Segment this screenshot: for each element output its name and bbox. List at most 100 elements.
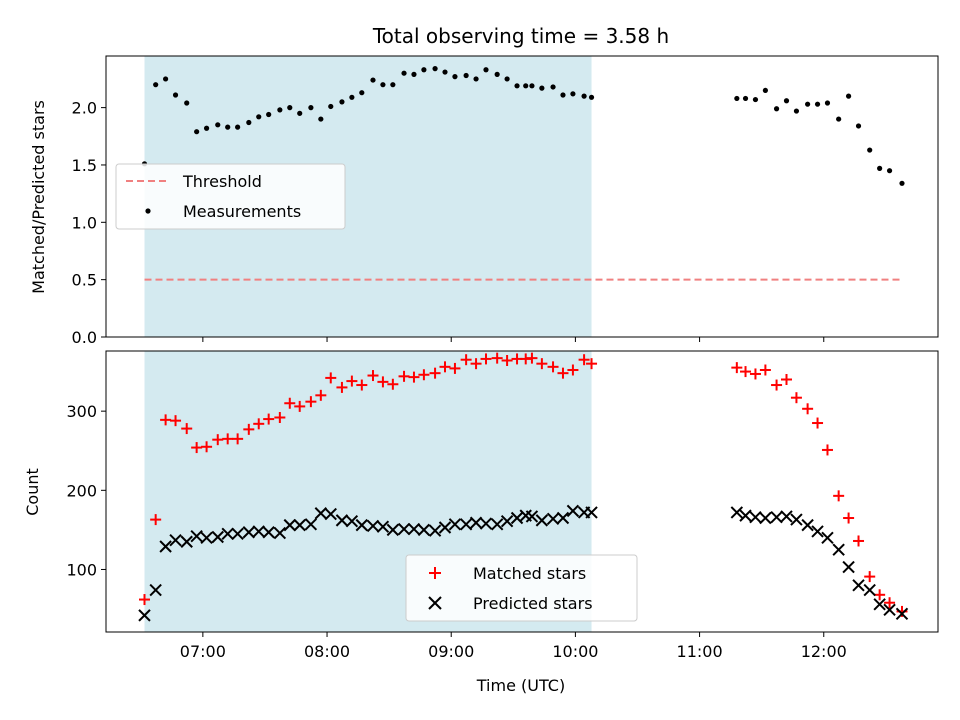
- measurement-point: [266, 111, 272, 118]
- predicted-star-point: [469, 516, 483, 529]
- measurement-point: [380, 82, 386, 88]
- measurement-point: [225, 124, 231, 130]
- matched-star-point: [408, 371, 420, 383]
- measurement-point: [504, 76, 510, 82]
- predicted-legend-label: Predicted stars: [473, 594, 593, 613]
- predicted-star-point: [811, 525, 824, 538]
- matched-star-point: [367, 370, 379, 382]
- predicted-star-point: [510, 511, 524, 525]
- predicted-star-point: [355, 518, 369, 532]
- predicted-star-point: [479, 517, 493, 530]
- predicted-star-point: [821, 531, 834, 545]
- measurement-point: [523, 83, 529, 89]
- matched-star-point: [325, 372, 337, 384]
- predicted-star-point: [386, 523, 400, 537]
- predicted-star-point: [221, 527, 234, 541]
- predicted-star-point: [535, 514, 549, 527]
- bottom-legend: Matched stars Predicted stars: [405, 554, 638, 622]
- y-tick-label: 0.0: [72, 328, 97, 347]
- matched-star-point: [398, 370, 410, 382]
- matched-star-point: [802, 403, 814, 415]
- measurement-point: [762, 87, 768, 94]
- predicted-star-point: [546, 512, 560, 526]
- top-legend: Threshold Measurements: [115, 163, 346, 230]
- measurement-point: [359, 90, 365, 96]
- y-tick-label: 200: [66, 481, 97, 500]
- bottom-panel: 100 200 300 07:00 08:00 09:00 10:00 11:00 12:00…: [23, 350, 939, 695]
- measurement-point: [773, 106, 780, 112]
- predicted-star-point: [585, 506, 598, 519]
- matched-star-point: [884, 597, 896, 609]
- x-axis-label: Time (UTC): [476, 676, 565, 695]
- matched-star-point: [222, 433, 234, 445]
- measurement-point: [297, 110, 303, 116]
- measurement-point: [339, 99, 345, 105]
- measurement-point: [734, 95, 740, 102]
- matched-star-point: [253, 418, 265, 430]
- predicted-star-point: [159, 540, 172, 553]
- predicted-star-point: [448, 518, 462, 531]
- predicted-star-point: [138, 609, 151, 622]
- matched-star-point: [586, 358, 598, 370]
- measurement-point: [514, 83, 520, 89]
- predicted-star-point: [500, 514, 514, 528]
- x-tick-label: 09:00: [428, 642, 474, 661]
- predicted-star-point: [863, 583, 876, 597]
- measurement-point: [824, 100, 831, 106]
- matched-star-point: [418, 369, 430, 381]
- matched-star-point: [201, 441, 213, 453]
- measurement-point: [877, 165, 883, 171]
- measurement-point: [560, 92, 566, 98]
- bottom-y-axis-label: Count: [23, 468, 42, 516]
- predicted-star-point: [242, 526, 256, 539]
- predicted-star-point: [283, 518, 296, 532]
- measurement-point: [886, 168, 893, 174]
- matched-star-point: [526, 352, 538, 364]
- top-panel: 0.00.51.01.52.0 Matched/Predicted stars …: [29, 55, 939, 347]
- matched-star-point: [833, 490, 845, 502]
- matched-star-point: [274, 411, 286, 423]
- measurement-point: [287, 105, 293, 111]
- matched-star-point: [284, 397, 296, 409]
- bottom-legend-box: [405, 554, 638, 622]
- predicted-star-point: [169, 533, 182, 547]
- predicted-star-point: [211, 530, 224, 544]
- matched-star-point: [449, 362, 461, 374]
- bottom-plot-frame: [105, 350, 939, 633]
- measurement-point: [539, 85, 545, 91]
- matched-star-point: [821, 444, 833, 456]
- predicted-star-point: [730, 506, 744, 519]
- predicted-star-point: [304, 518, 318, 531]
- measurement-point: [163, 76, 169, 82]
- matched-star-point: [874, 589, 886, 601]
- chart-title: Total observing time = 3.58 h: [372, 24, 669, 48]
- measurements-legend-swatch: [145, 208, 151, 214]
- matched-star-point: [470, 358, 482, 370]
- matched-star-point: [181, 423, 193, 435]
- predicted-star-point: [883, 603, 896, 617]
- predicted-star-point: [397, 522, 411, 536]
- predicted-star-point: [180, 535, 193, 548]
- measurement-point: [473, 76, 479, 82]
- matched-star-point: [731, 362, 743, 374]
- matched-star-point: [843, 512, 855, 524]
- measurement-point: [867, 147, 873, 153]
- measurement-point: [401, 70, 407, 76]
- y-tick-label: 0.5: [72, 271, 97, 290]
- predicted-star-point: [438, 521, 452, 534]
- measurement-point: [194, 129, 200, 135]
- predicted-star-point: [273, 526, 287, 540]
- measurement-point: [899, 180, 905, 186]
- matched-star-point: [346, 375, 358, 387]
- measurement-point: [277, 107, 283, 113]
- predicted-star-point: [262, 526, 275, 539]
- measurement-point: [845, 93, 852, 99]
- predicted-star-point: [190, 530, 203, 543]
- matched-star-point: [160, 414, 172, 426]
- matched-star-point: [896, 605, 908, 617]
- matched-star-point: [138, 594, 150, 606]
- measurement-point: [570, 91, 576, 97]
- matched-star-point: [460, 354, 472, 366]
- matched-star-point: [336, 381, 348, 393]
- matched-legend-label: Matched stars: [473, 564, 586, 583]
